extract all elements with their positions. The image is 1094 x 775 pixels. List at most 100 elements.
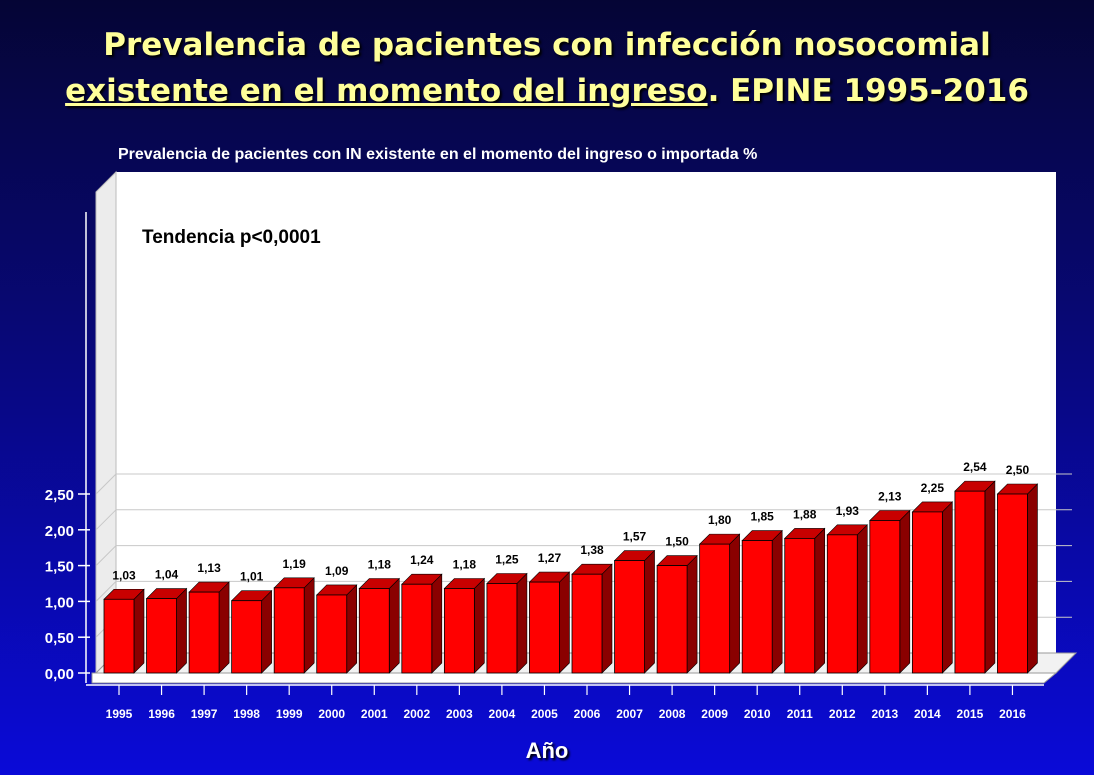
bar-value-label: 1,03	[112, 568, 136, 582]
bar	[614, 560, 645, 674]
bar-side	[899, 509, 911, 674]
bar	[571, 573, 603, 674]
bar-side	[431, 573, 443, 674]
bar-side	[856, 524, 868, 674]
x-tick-label: 1998	[233, 707, 260, 721]
bar	[401, 583, 433, 674]
bar-value-label: 1,01	[240, 570, 264, 584]
bar-side	[346, 584, 358, 674]
bar	[358, 588, 390, 674]
bar	[954, 490, 986, 674]
bar-side	[218, 581, 230, 674]
bar	[273, 587, 305, 674]
bar-value-label: 1,80	[708, 513, 732, 527]
x-tick-label: 2011	[787, 707, 813, 721]
bar-side	[686, 554, 698, 674]
bar	[529, 581, 560, 674]
bar-value-label: 1,09	[325, 564, 349, 578]
gridline-side	[95, 581, 117, 602]
x-tick-label: 2009	[701, 707, 728, 721]
bar-side	[729, 533, 740, 674]
y-tick-label: 2,50	[45, 487, 74, 504]
bar-side	[474, 577, 485, 674]
bar	[188, 591, 220, 674]
title-line-2: existente en el momento del ingreso. EPI…	[0, 68, 1094, 114]
bar-value-label: 2,50	[1006, 463, 1030, 477]
bar	[103, 598, 135, 674]
x-tick-label: 2013	[871, 707, 898, 721]
bar-value-label: 1,04	[155, 568, 179, 582]
bar-side	[1027, 483, 1038, 674]
bar	[656, 565, 688, 674]
x-tick-label: 2010	[744, 707, 771, 721]
x-axis-label: Año	[525, 738, 569, 763]
bar-value-label: 1,93	[836, 504, 860, 518]
bar	[741, 540, 773, 674]
bar-value-label: 1,88	[793, 507, 817, 521]
bar-side	[559, 571, 570, 674]
x-tick-label: 2012	[829, 707, 856, 721]
x-tick-label: 2005	[531, 707, 558, 721]
x-tick-label: 2004	[489, 707, 516, 721]
bar-side	[814, 527, 826, 674]
title-line-1: Prevalencia de pacientes con infección n…	[103, 27, 991, 63]
x-tick-label: 2006	[574, 707, 601, 721]
x-tick-label: 2000	[318, 707, 345, 721]
bar-side	[303, 577, 315, 674]
title-line-2-rest: . EPINE 1995-2016	[707, 73, 1029, 109]
bar	[316, 594, 348, 674]
bar-side	[644, 549, 655, 674]
bar-value-label: 1,18	[368, 558, 392, 572]
x-tick-label: 2003	[446, 707, 473, 721]
bar-value-label: 2,13	[878, 489, 902, 503]
gridline-side	[95, 509, 117, 531]
bar-value-label: 1,19	[283, 557, 307, 571]
bar-side	[516, 572, 528, 674]
bar-side	[388, 577, 400, 674]
bar-value-label: 1,25	[495, 553, 519, 567]
bar-value-label: 1,57	[623, 530, 647, 544]
bar	[443, 588, 475, 674]
bar-side	[771, 529, 783, 674]
x-tick-label: 1995	[106, 707, 133, 721]
plot-base	[91, 672, 1058, 684]
bar	[699, 543, 731, 674]
x-tick-label: 2016	[999, 707, 1026, 721]
bar-side	[176, 587, 187, 674]
bar-side	[984, 480, 996, 674]
y-tick-label: 1,50	[45, 559, 74, 576]
x-tick-label: 1997	[191, 707, 218, 721]
chart-title: Prevalencia de pacientes con infección n…	[0, 22, 1094, 114]
chart-subtitle: Prevalencia de pacientes con IN existent…	[118, 146, 758, 163]
bar-value-label: 2,25	[921, 481, 945, 495]
bar	[826, 534, 858, 674]
bar-value-label: 1,27	[538, 551, 562, 565]
gridline-side	[95, 545, 117, 566]
bar	[784, 537, 816, 674]
gridline-side	[95, 473, 117, 495]
y-tick-label: 2,00	[45, 523, 74, 540]
x-tick-label: 2007	[616, 707, 643, 721]
bar	[911, 511, 943, 674]
bar-value-label: 1,13	[197, 561, 221, 575]
y-tick-label: 0,00	[45, 666, 74, 683]
bar-side	[601, 563, 613, 674]
x-tick-label: 2001	[361, 707, 388, 721]
bar-value-label: 1,38	[580, 543, 604, 557]
bar	[231, 600, 263, 674]
bar-value-label: 2,54	[963, 460, 987, 474]
x-tick-label: 1999	[276, 707, 303, 721]
x-tick-label: 2015	[957, 707, 984, 721]
bar	[869, 520, 901, 674]
bar-value-label: 1,85	[751, 510, 775, 524]
trend-annotation: Tendencia p<0,0001	[142, 227, 321, 248]
bar	[146, 598, 177, 674]
bar-side	[261, 589, 272, 674]
title-line-2-underlined: existente en el momento del ingreso	[65, 73, 708, 109]
x-tick-label: 1996	[148, 707, 175, 721]
bar-value-label: 1,24	[410, 553, 434, 567]
bar-side	[942, 501, 953, 674]
bar-value-label: 1,18	[453, 558, 477, 572]
bar-value-label: 1,50	[665, 535, 689, 549]
